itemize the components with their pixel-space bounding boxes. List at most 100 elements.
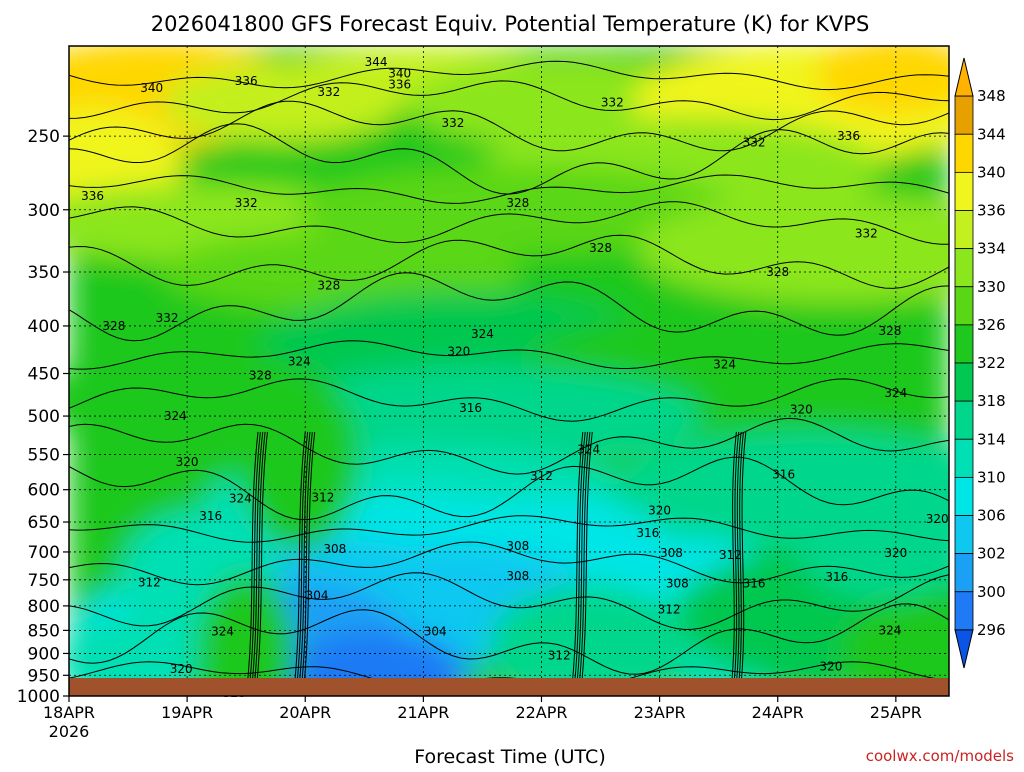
contour-label: 340 [388,66,411,80]
contour-label: 308 [666,577,689,591]
x-tick-label: 21APR [397,703,449,722]
colorbar-segment [954,362,974,402]
colorbar-segment [954,95,974,135]
contour-label: 312 [719,548,742,562]
contour-label: 324 [211,624,234,638]
field-blob [794,480,949,601]
contour-label: 320 [884,546,907,560]
x-tick-sublabel: 2026 [49,722,90,741]
field-blob [262,366,703,467]
field-blob [839,593,949,696]
contour-line [69,603,949,675]
contour-label: 312 [658,602,681,616]
x-tick-label: 24APR [752,703,804,722]
contour-label: 320 [648,504,671,518]
x-axis-label: Forecast Time (UTC) [414,746,605,768]
contour-label: 320 [926,512,949,526]
colorbar-label: 340 [977,163,1006,181]
contour-label: 316 [825,570,848,584]
contour-label: 328 [317,279,340,293]
field-blob [297,164,738,255]
contour-line [729,431,737,696]
y-tick-label: 950 [28,666,60,686]
contour-line [69,515,949,543]
contour-label: 324 [164,409,187,423]
contour-label: 336 [235,74,258,88]
contour-label: 332 [317,85,340,99]
y-tick-label: 750 [28,571,60,591]
contour-label: 316 [459,401,482,415]
colorbar-segment [954,553,974,593]
contour-label: 320 [790,403,813,417]
contour-line [734,431,742,696]
contour-line [579,431,593,696]
contour-label: 316 [772,468,795,482]
contour-label: 324 [713,357,736,371]
axes: 250 300 350 400 450 500 550 600 650 700 750 800 850 9… [17,45,950,741]
contour-label: 304 [306,589,329,603]
contour-label: 332 [441,116,464,130]
colorbar-label: 318 [977,392,1006,410]
terrain-band [69,678,949,696]
contour-label: 324 [229,491,252,505]
colorbar-label: 336 [977,202,1006,220]
contour-label: 336 [81,189,104,203]
contour-label: 312 [548,649,571,663]
colorbar-label: 348 [977,87,1006,105]
contour-label: 308 [506,539,529,553]
field-blob [636,193,949,304]
contour-label: 328 [102,319,125,333]
contour-label: 332 [601,95,624,109]
y-tick-label: 1000 [17,687,60,707]
contour-line [69,60,949,91]
plot-frame [68,45,950,697]
contour-label: 308 [506,569,529,583]
contour-label: 336 [837,129,860,143]
field-blob [488,584,689,696]
contour-line [577,431,591,696]
contour-label: 332 [855,226,878,240]
y-tick-label: 400 [28,317,60,337]
colorbar-label: 334 [977,240,1006,258]
colorbar-label: 344 [977,125,1006,143]
x-tick-label: 20APR [279,703,331,722]
contour-line [575,431,589,696]
field-blob [196,573,297,696]
terrain-strip [69,678,949,696]
colorbar-segment [954,171,974,211]
contour-label: 320 [819,660,842,674]
contour-line [300,431,313,696]
y-tick-label: 650 [28,513,60,533]
colorbar-segment [954,515,974,555]
y-tick-label: 600 [28,481,60,501]
colorbar-label: 310 [977,468,1006,486]
y-tick-label: 500 [28,407,60,427]
contour-label: 316 [199,509,222,523]
contour-label: 320 [176,455,199,469]
contour-label: 328 [878,324,901,338]
contour-label: 308 [323,542,346,556]
colorbar-segment [954,210,974,250]
contour-line [302,431,316,696]
colorbar-segment [954,438,974,478]
contour-line [248,431,261,696]
contour-label: 328 [249,368,272,382]
colorbar-segment [954,591,974,631]
contour-line [295,431,309,696]
contour-label: 324 [884,386,907,400]
colorbar-segment [954,133,974,173]
y-tick-label: 550 [28,446,60,466]
contour-label: 340 [140,81,163,95]
contour-line [572,431,586,696]
colorbar-label: 302 [977,545,1006,563]
contour-line [69,661,949,688]
colorbar-segment [954,476,974,516]
contour-label: 316 [743,577,766,591]
colorbar-segment [954,286,974,326]
colorbar-segment [954,400,974,440]
colorbar-segment [954,324,974,364]
y-tick-label: 700 [28,543,60,563]
